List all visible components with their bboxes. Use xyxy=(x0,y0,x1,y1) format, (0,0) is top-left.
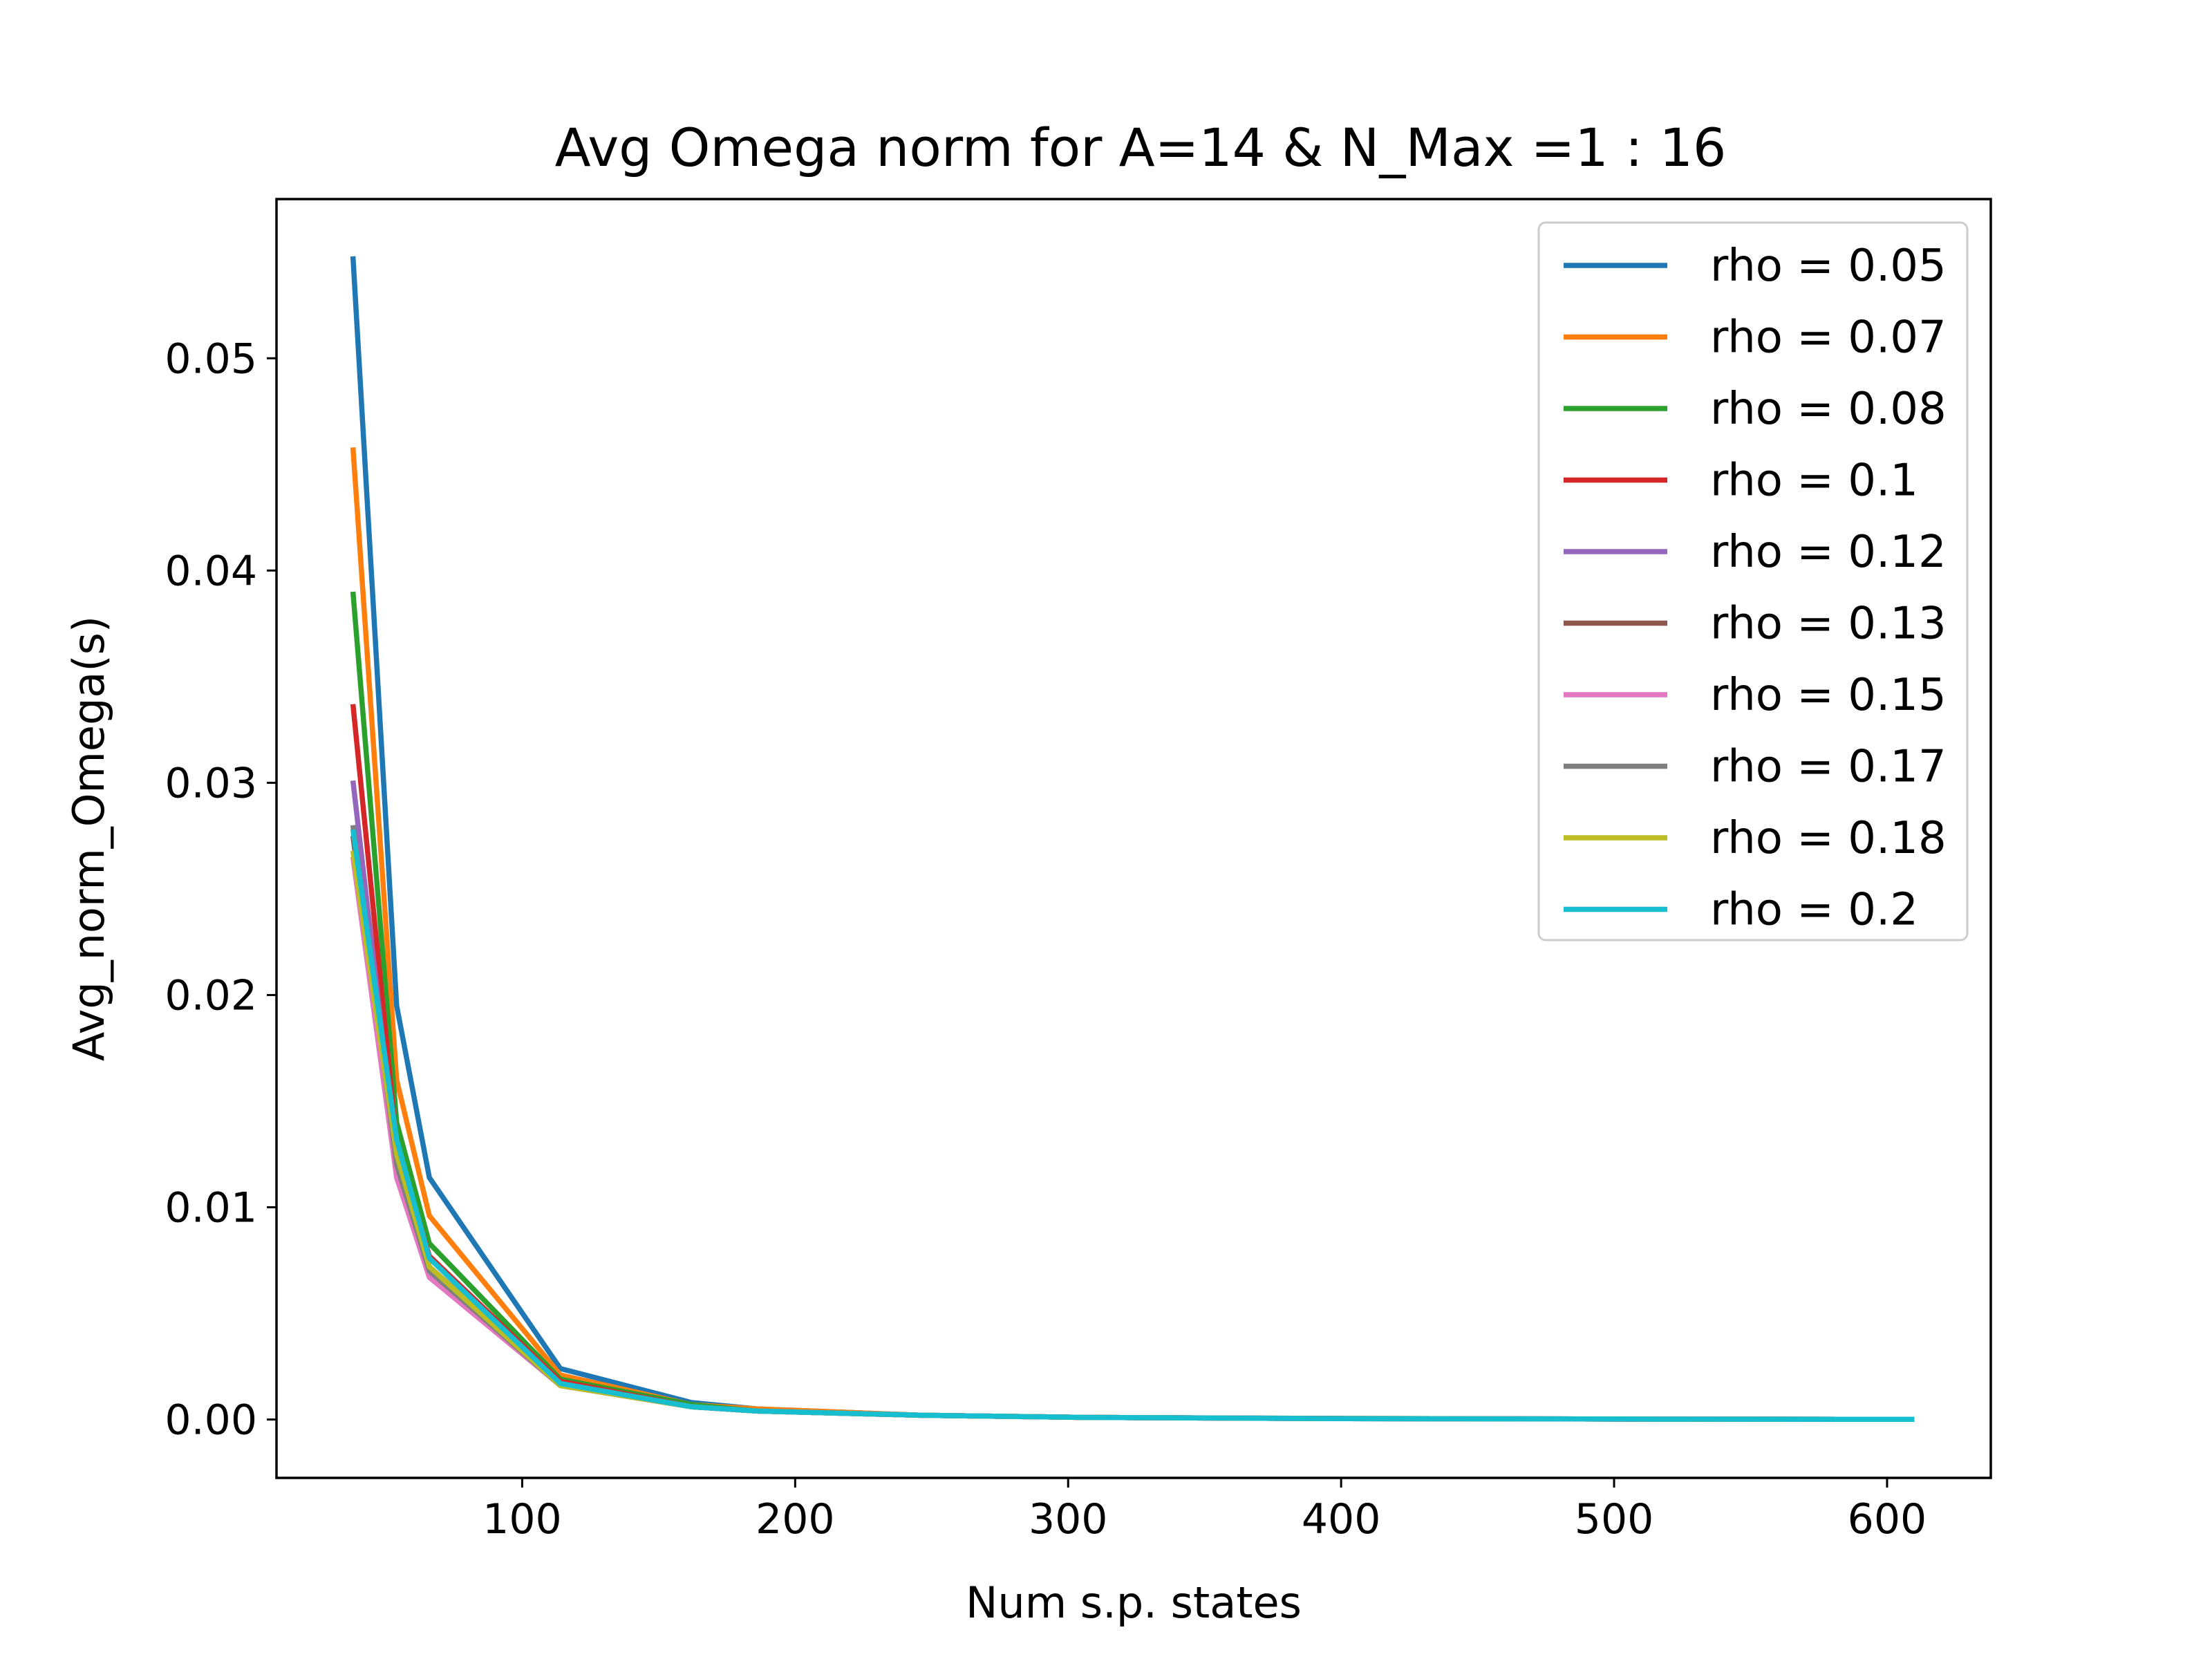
legend-label-1: rho = 0.07 xyxy=(1710,312,1947,364)
x-tick-label: 200 xyxy=(756,1495,835,1544)
y-tick-label: 0.05 xyxy=(165,335,257,383)
y-tick-label: 0.00 xyxy=(165,1396,257,1445)
legend-items: rho = 0.05 rho = 0.07 rho = 0.08 rho = 0.1 r… xyxy=(1564,241,1947,936)
y-tick-label: 0.03 xyxy=(165,759,257,807)
series-line-9 xyxy=(350,829,1915,1423)
y-tick-label: 0.04 xyxy=(165,547,257,595)
legend-label-4: rho = 0.12 xyxy=(1710,527,1947,578)
y-tick-label: 0.02 xyxy=(165,971,257,1020)
legend: rho = 0.05 rho = 0.07 rho = 0.08 rho = 0.1 r… xyxy=(1537,221,1969,941)
legend-label-3: rho = 0.1 xyxy=(1710,456,1918,507)
legend-label-7: rho = 0.17 xyxy=(1710,742,1947,793)
legend-label-5: rho = 0.13 xyxy=(1710,599,1947,650)
y-axis: 0.00 0.01 0.02 0.03 0.04 0.05 xyxy=(165,335,276,1445)
x-tick-label: 400 xyxy=(1302,1495,1381,1544)
series-layer xyxy=(350,256,1915,1423)
legend-label-2: rho = 0.08 xyxy=(1710,384,1947,435)
x-tick-label: 100 xyxy=(482,1495,562,1544)
axes-frame xyxy=(275,198,1992,1479)
x-axis-label: Num s.p. states xyxy=(966,1577,1302,1628)
x-tick-label: 500 xyxy=(1575,1495,1654,1544)
legend-label-0: rho = 0.05 xyxy=(1710,241,1947,292)
chart-title: Avg Omega norm for A=14 & N_Max =1 : 16 xyxy=(555,117,1727,178)
legend-box xyxy=(1537,221,1969,941)
x-tick-label: 600 xyxy=(1848,1495,1927,1544)
y-tick-label: 0.01 xyxy=(165,1184,257,1232)
plot-area xyxy=(275,198,1992,1479)
y-axis-label: Avg_norm_Omega(s) xyxy=(64,616,114,1061)
x-axis: 100 200 300 400 500 600 xyxy=(482,1478,1927,1544)
legend-label-8: rho = 0.18 xyxy=(1710,813,1947,864)
legend-label-6: rho = 0.15 xyxy=(1710,670,1947,721)
x-tick-label: 300 xyxy=(1029,1495,1108,1544)
legend-label-9: rho = 0.2 xyxy=(1710,885,1918,936)
